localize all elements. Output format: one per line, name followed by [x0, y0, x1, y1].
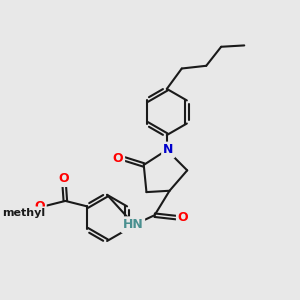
Text: HN: HN [122, 218, 143, 231]
Text: O: O [34, 200, 45, 213]
Text: O: O [59, 172, 69, 185]
Text: O: O [178, 212, 188, 224]
Text: O: O [112, 152, 123, 165]
Text: N: N [163, 143, 173, 157]
Text: methyl: methyl [2, 208, 45, 218]
